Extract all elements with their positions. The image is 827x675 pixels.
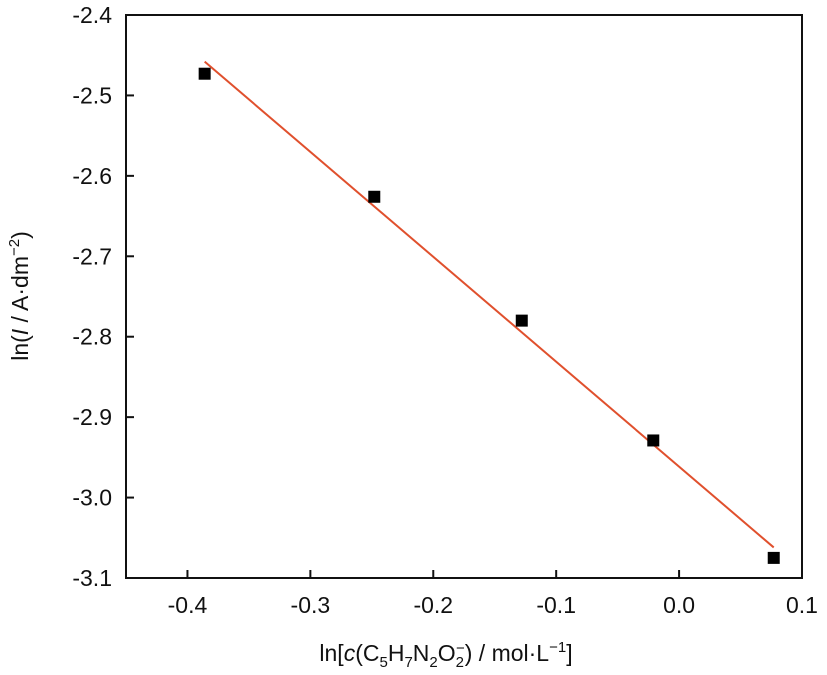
x-tick-label: -0.2: [413, 592, 453, 618]
axis-titles: ln[c(C5H7N2O2−) / mol·L−1] ln(I / A·dm−2…: [6, 231, 573, 671]
x-tick-label: 0.1: [786, 592, 818, 618]
x-tick-label: -0.3: [291, 592, 331, 618]
y-tick-label: -2.5: [72, 82, 112, 108]
y-tick-label: -2.8: [72, 324, 112, 350]
data-point: [515, 314, 528, 327]
x-tick-label: -0.1: [536, 592, 576, 618]
y-tick-label: -2.6: [72, 163, 112, 189]
data-point: [647, 434, 660, 447]
plot-frame: [125, 14, 803, 579]
data-points: [198, 67, 780, 564]
y-axis-title: ln(I / A·dm−2): [6, 231, 33, 361]
data-point: [767, 551, 780, 564]
y-tick-label: -2.9: [72, 404, 112, 430]
axes: -0.4 -0.3 -0.2 -0.1 0.0 0.1 -2.4 -2.5 -2.6 -2.7 -2…: [72, 2, 818, 618]
fit-line: [204, 60, 775, 549]
x-axis-title: ln[c(C5H7N2O2−) / mol·L−1]: [319, 639, 572, 671]
x-tick-label: 0.0: [663, 592, 695, 618]
y-tick-label: -2.4: [72, 2, 112, 28]
y-tick-label: -3.0: [72, 485, 112, 511]
y-tick-label: -2.7: [72, 243, 112, 269]
fit-line-group: [204, 60, 775, 549]
data-point: [198, 67, 211, 80]
data-point: [368, 190, 381, 203]
x-tick-label: -0.4: [168, 592, 208, 618]
y-tick-label: -3.1: [72, 565, 112, 591]
